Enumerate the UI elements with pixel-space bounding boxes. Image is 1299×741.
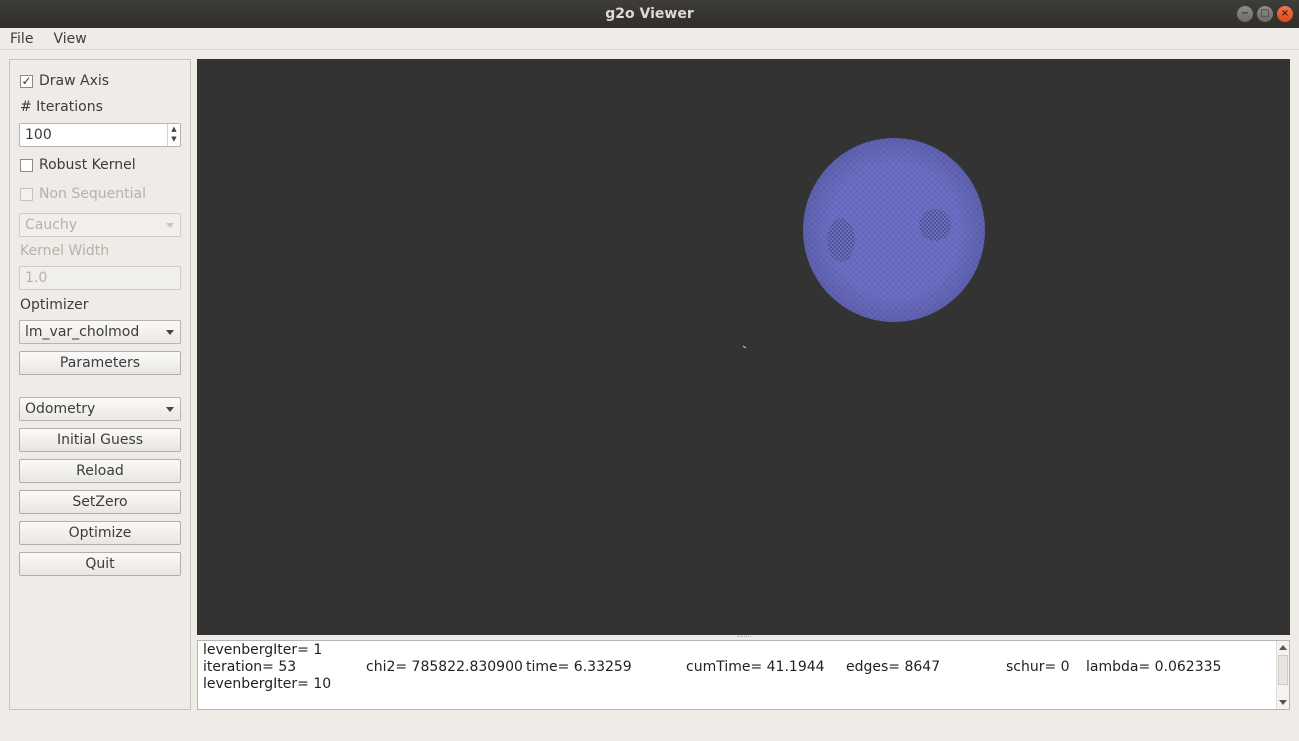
spin-arrows-icon[interactable]: ▲ ▼ — [167, 124, 180, 146]
draw-axis-check-icon: ✓ — [20, 73, 33, 88]
log-schur: schur= 0 — [1006, 659, 1070, 675]
robust-kernel-label: Robust Kernel — [39, 157, 136, 173]
log-line: iteration= 53 chi2= 785822.830900 time= … — [203, 659, 1273, 676]
scroll-thumb[interactable] — [1278, 655, 1288, 685]
close-icon[interactable]: × — [1277, 6, 1293, 22]
iterations-spinbox[interactable]: 100 ▲ ▼ — [19, 123, 181, 147]
kernel-width-label: Kernel Width — [20, 243, 110, 259]
kernel-type-select[interactable]: Cauchy — [19, 213, 181, 237]
splitter-handle[interactable] — [197, 635, 1290, 639]
mesh-hole-right — [919, 209, 951, 241]
maximize-icon[interactable]: □ — [1257, 6, 1273, 22]
window-title: g2o Viewer — [605, 6, 694, 22]
window-titlebar: g2o Viewer − □ × — [0, 0, 1299, 28]
sphere-mesh — [803, 138, 985, 322]
initial-guess-mode-select[interactable]: Odometry — [19, 397, 181, 421]
draw-axis-label: Draw Axis — [39, 73, 110, 89]
log-chi2: chi2= 785822.830900 — [366, 659, 523, 675]
mesh-hole-left — [827, 218, 855, 262]
viewport-canvas — [742, 138, 985, 349]
menu-view[interactable]: View — [53, 31, 87, 47]
non-sequential-check-icon — [20, 187, 33, 201]
menubar: File View — [0, 28, 1299, 50]
parameters-button[interactable]: Parameters — [19, 351, 181, 375]
log-time: time= 6.33259 — [526, 659, 632, 675]
reload-button[interactable]: Reload — [19, 459, 181, 483]
kernel-type-value: Cauchy — [25, 217, 78, 233]
setzero-button[interactable]: SetZero — [19, 490, 181, 514]
robust-kernel-check-icon — [20, 158, 33, 172]
gl-viewport[interactable] — [197, 59, 1290, 635]
quit-button[interactable]: Quit — [19, 552, 181, 576]
minimize-icon[interactable]: − — [1237, 6, 1253, 22]
kernel-width-input[interactable]: 1.0 — [19, 266, 181, 290]
chevron-down-icon — [166, 223, 174, 228]
initial-guess-button[interactable]: Initial Guess — [19, 428, 181, 452]
axis-marker — [742, 345, 747, 349]
scroll-down-icon[interactable] — [1279, 700, 1287, 705]
optimizer-label: Optimizer — [20, 297, 89, 313]
robust-kernel-checkbox[interactable]: Robust Kernel — [20, 157, 136, 173]
chevron-down-icon — [166, 330, 174, 335]
log-cumtime: cumTime= 41.1944 — [686, 659, 825, 675]
scroll-up-icon[interactable] — [1279, 645, 1287, 650]
log-scrollbar[interactable] — [1276, 641, 1289, 709]
non-sequential-label: Non Sequential — [39, 186, 146, 202]
log-line: levenbergIter= 10 — [203, 676, 332, 692]
log-line: levenbergIter= 1 — [203, 642, 323, 658]
output-log[interactable]: levenbergIter= 1 iteration= 53 chi2= 785… — [197, 640, 1290, 710]
chevron-down-icon — [166, 407, 174, 412]
kernel-width-value: 1.0 — [25, 270, 48, 286]
control-panel: ✓ Draw Axis # Iterations 100 ▲ ▼ Robust K… — [9, 59, 191, 710]
window-controls: − □ × — [1237, 6, 1293, 22]
optimize-button[interactable]: Optimize — [19, 521, 181, 545]
iterations-label: # Iterations — [20, 99, 103, 115]
grip-icon — [737, 636, 751, 638]
menu-file[interactable]: File — [10, 31, 34, 47]
log-iteration: iteration= 53 — [203, 659, 297, 675]
draw-axis-checkbox[interactable]: ✓ Draw Axis — [20, 73, 109, 89]
log-edges: edges= 8647 — [846, 659, 941, 675]
optimizer-value: lm_var_cholmod — [25, 324, 140, 340]
iterations-value: 100 — [25, 127, 52, 143]
initial-guess-mode-value: Odometry — [25, 401, 96, 417]
non-sequential-checkbox[interactable]: Non Sequential — [20, 186, 146, 202]
optimizer-select[interactable]: lm_var_cholmod — [19, 320, 181, 344]
log-lambda: lambda= 0.062335 — [1086, 659, 1222, 675]
